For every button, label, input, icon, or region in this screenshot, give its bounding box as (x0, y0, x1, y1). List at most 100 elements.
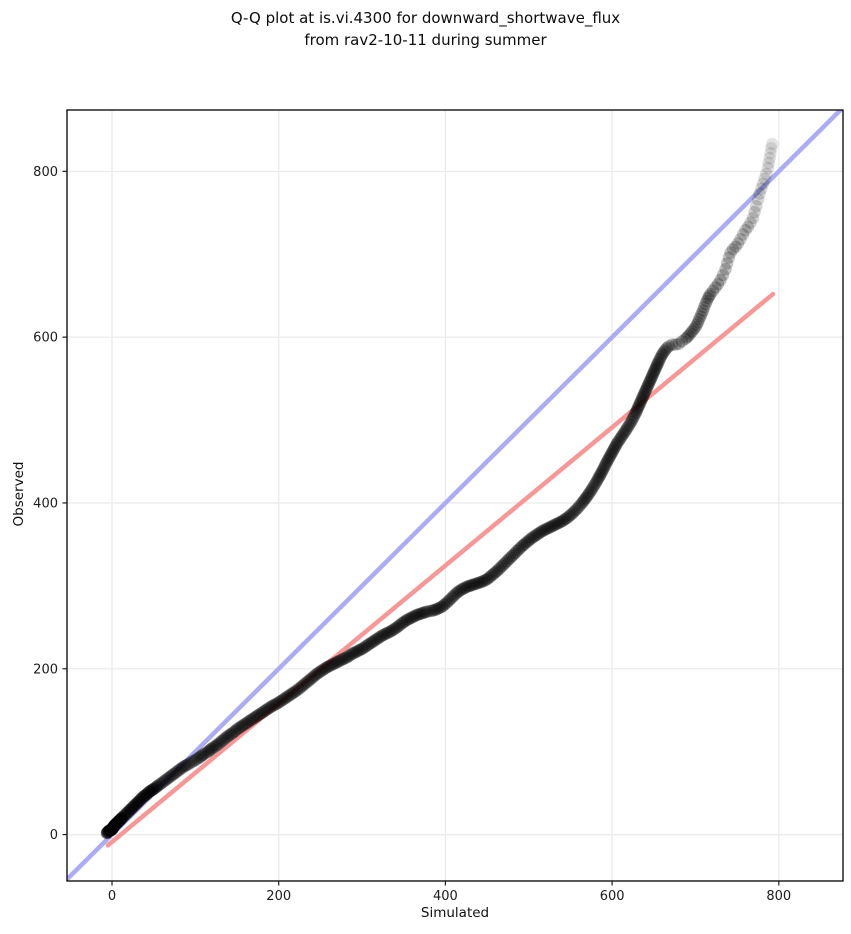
scatter-point (105, 823, 119, 836)
scatter-point (567, 505, 580, 519)
scatter-point (627, 411, 640, 424)
scatter-point (179, 759, 192, 772)
scatter-point (207, 741, 220, 754)
scatter-point (125, 802, 138, 816)
scatter-point (245, 713, 259, 726)
scatter-point (570, 502, 584, 515)
scatter-point (510, 544, 524, 558)
scatter-point (484, 570, 497, 583)
scatter-point (487, 567, 500, 580)
scatter-point (746, 211, 760, 224)
scatter-point (260, 703, 274, 716)
scatter-point (143, 785, 157, 798)
scatter-point (574, 498, 587, 512)
scatter-point (142, 786, 155, 799)
scatter-point (457, 582, 470, 595)
scatter-point (753, 187, 766, 200)
scatter-point (606, 444, 620, 457)
scatter-point (284, 688, 297, 701)
scatter-point (130, 797, 143, 811)
scatter-point (352, 644, 365, 657)
scatter-point (504, 551, 517, 564)
scatter-point (249, 710, 262, 724)
scatter-point (696, 304, 710, 317)
scatter-point (147, 782, 160, 796)
scatter-point (140, 788, 153, 801)
scatter-point (140, 788, 153, 801)
scatter-point (127, 800, 140, 813)
scatter-point (347, 646, 360, 660)
scatter-point (736, 228, 750, 241)
scatter-point (240, 716, 254, 729)
scatter-point (595, 465, 609, 478)
scatter-point (646, 368, 660, 381)
scatter-point (122, 805, 135, 818)
scatter-point (367, 634, 380, 648)
scatter-point (407, 610, 420, 623)
scatter-point (540, 522, 554, 535)
scatter-point (477, 574, 490, 588)
scatter-point (104, 824, 117, 837)
scatter-point (106, 821, 120, 835)
scatter-point (126, 801, 139, 814)
scatter-point (172, 764, 185, 777)
scatter-point (117, 810, 130, 823)
scatter-point (199, 746, 212, 760)
y-tick-label: 400 (33, 496, 58, 511)
scatter-point (766, 137, 779, 151)
scatter-point (187, 755, 200, 768)
scatter-point (520, 535, 534, 549)
scatter-point (103, 824, 116, 837)
scatter-point (434, 601, 447, 614)
scatter-point (748, 205, 761, 219)
scatter-point (314, 665, 327, 678)
scatter-point (657, 346, 670, 360)
identity-line (67, 110, 843, 881)
scatter-point (600, 455, 614, 468)
scatter-point (107, 820, 120, 834)
scatter-point (590, 474, 604, 487)
scatter-point (102, 825, 115, 838)
scatter-point (535, 524, 549, 538)
scatter-point (444, 592, 457, 606)
scatter-point (423, 604, 436, 618)
scatter-point (427, 604, 440, 617)
scatter-point (114, 813, 127, 826)
scatter-point (450, 586, 464, 599)
scatter-point (706, 284, 720, 297)
scatter-point (110, 817, 123, 830)
scatter-point (500, 554, 514, 568)
scatter-point (432, 602, 445, 615)
scatter-point (137, 790, 150, 803)
scatter-point (734, 233, 747, 246)
scatter-point (349, 646, 362, 659)
scatter-point (640, 383, 653, 396)
scatter-point (645, 371, 658, 385)
scatter-point (204, 743, 217, 756)
scatter-point (704, 287, 717, 301)
scatter-point (170, 765, 184, 778)
scatter-point (763, 151, 776, 165)
scatter-point (550, 517, 564, 530)
scatter-point (669, 338, 682, 351)
scatter-point (475, 575, 489, 588)
scatter-point (552, 516, 565, 530)
scatter-point (169, 766, 182, 779)
scatter-point (279, 691, 292, 705)
scatter-point (578, 493, 591, 506)
scatter-point (642, 377, 655, 390)
scatter-point (197, 748, 210, 761)
scatter-point (108, 819, 121, 832)
scatter-point (309, 668, 322, 682)
scatter-point (694, 310, 707, 323)
scatter-point (417, 606, 430, 619)
scatter-point (594, 467, 608, 480)
scatter-point (230, 723, 244, 736)
scatter-point (354, 643, 367, 656)
scatter-point (159, 774, 172, 787)
scatter-point (205, 742, 219, 755)
scatter-point (210, 738, 224, 752)
scatter-point (682, 329, 695, 342)
scatter-point (447, 589, 460, 602)
scatter-point (464, 579, 477, 592)
